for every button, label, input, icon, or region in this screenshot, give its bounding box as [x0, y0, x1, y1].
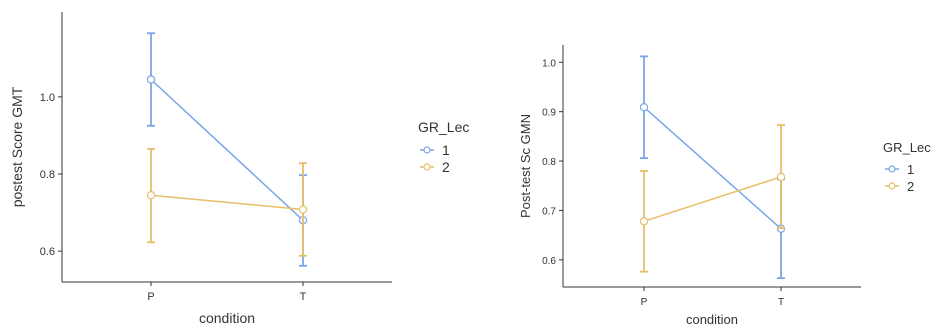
legend: GR_Lec 1 2: [883, 140, 931, 194]
y-axis-title: postest Score GMT: [9, 86, 25, 207]
series-1: [146, 32, 308, 267]
legend-title: GR_Lec: [883, 140, 931, 155]
y-tick-label: 0.8: [40, 169, 55, 181]
legend-title: GR_Lec: [418, 119, 469, 135]
data-point: [639, 103, 649, 112]
legend-label: 1: [907, 162, 914, 177]
legend-label: 1: [442, 142, 450, 158]
x-axis-title: condition: [686, 312, 738, 327]
y-tick-label: 0.9: [542, 108, 556, 119]
legend: GR_Lec 12: [418, 119, 469, 175]
y-tick-label: 0.6: [40, 246, 55, 258]
y-axis-title: Post-test Sc GMN: [518, 114, 533, 218]
y-tick-label: 0.6: [542, 256, 556, 267]
legend-label: 2: [907, 179, 914, 194]
x-tick-label: T: [300, 291, 307, 303]
legend-key-point: [888, 165, 896, 173]
x-tick-label: P: [147, 291, 154, 303]
series-line: [150, 194, 304, 211]
data-point: [639, 217, 649, 226]
data-point: [146, 75, 156, 84]
series-2: [146, 148, 308, 257]
data-point: [146, 191, 156, 200]
y-tick-label: 1.0: [542, 58, 556, 69]
y-tick-label: 0.7: [542, 206, 556, 217]
y-tick-label: 0.8: [542, 157, 556, 168]
legend-key-point: [423, 146, 431, 154]
series-1: [639, 55, 786, 280]
x-tick-label: T: [778, 297, 784, 308]
legend-key-point: [423, 163, 431, 171]
x-axis-title: condition: [199, 310, 255, 326]
data-point: [776, 172, 786, 182]
legend-label: 2: [442, 159, 450, 175]
series-line: [150, 78, 304, 221]
data-point: [298, 205, 308, 214]
y-tick-label: 1.0: [40, 92, 55, 104]
series-2: [639, 124, 786, 273]
legend-key-point: [888, 182, 896, 190]
series-line: [643, 176, 782, 223]
x-tick-label: P: [641, 297, 648, 308]
series-line: [643, 106, 782, 230]
